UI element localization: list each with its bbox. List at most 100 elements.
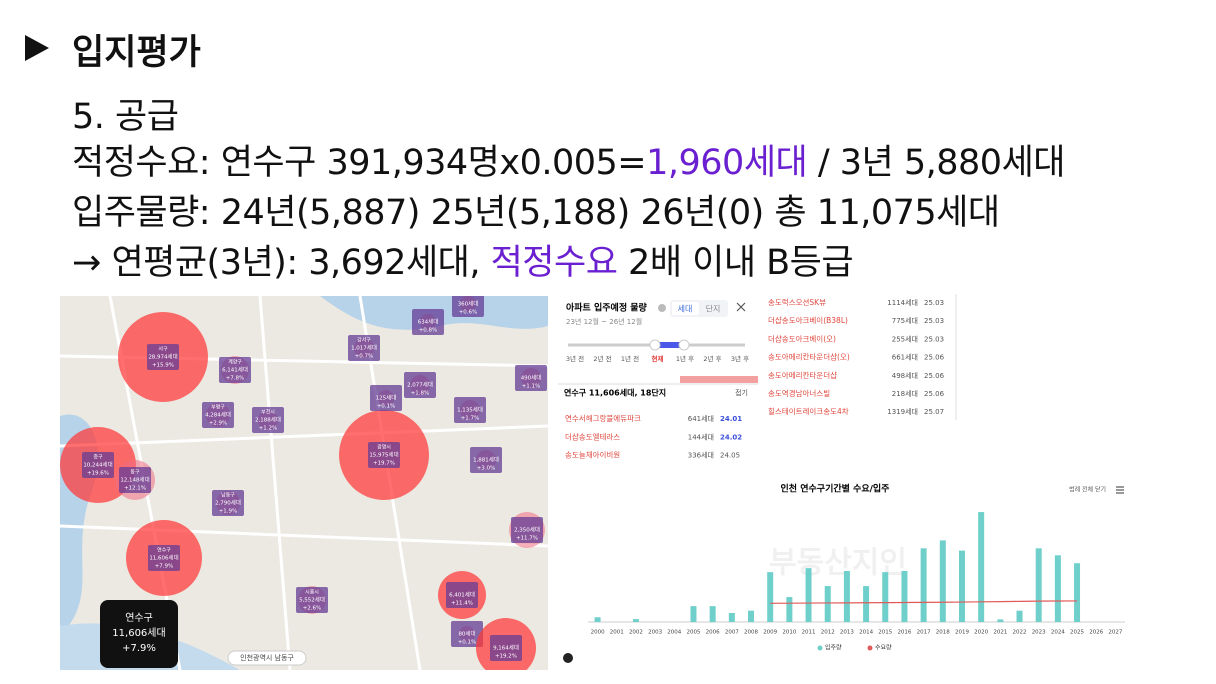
legend-swatch bbox=[817, 645, 823, 651]
x-tick-label: 2026 bbox=[1089, 630, 1103, 636]
bar bbox=[690, 606, 697, 622]
location-label: 인천광역시 남동구 bbox=[240, 653, 294, 662]
bar bbox=[1074, 563, 1081, 622]
row-date: 24.01 bbox=[720, 415, 742, 423]
bar bbox=[748, 610, 755, 622]
bubble-change: +1.9% bbox=[219, 509, 238, 515]
slider-step: 1년 전 bbox=[621, 354, 639, 363]
x-tick-label: 2018 bbox=[936, 630, 950, 636]
toggle-on[interactable] bbox=[672, 302, 699, 315]
slider-handle[interactable] bbox=[678, 339, 690, 351]
text-line: 적정수요: 연수구 391,934명x0.005=1,960세대 / 3년 5,… bbox=[72, 140, 1065, 186]
bar bbox=[805, 568, 812, 622]
bubble-label-bg bbox=[252, 407, 284, 433]
bubble-units: 1,135세대 bbox=[457, 406, 483, 414]
row-date: 25.07 bbox=[924, 408, 944, 416]
bubble-units: 125세대 bbox=[376, 394, 397, 402]
close-button[interactable] bbox=[736, 302, 746, 312]
bubble-label-bg bbox=[490, 635, 522, 661]
bubble-name: 중구 bbox=[93, 455, 103, 461]
bubble-units: 1,017세대 bbox=[351, 344, 377, 352]
bubble-units: 360세대 bbox=[458, 300, 479, 308]
map-strip bbox=[680, 376, 758, 383]
slider-step: 2년 전 bbox=[593, 354, 611, 363]
bubble-name: 동구 bbox=[130, 470, 140, 476]
bubble-units: 6,141세대 bbox=[222, 366, 248, 374]
x-tick-label: 2014 bbox=[859, 630, 873, 636]
bar bbox=[824, 586, 831, 622]
slider-step: 3년 전 bbox=[566, 354, 584, 363]
x-tick-label: 2024 bbox=[1051, 630, 1065, 636]
bubble-change: +0.6% bbox=[459, 310, 478, 316]
bubble-units: 6,401세대 bbox=[449, 591, 475, 599]
bubble-change: +0.1% bbox=[458, 640, 477, 646]
slider-step: 1년 후 bbox=[676, 354, 694, 363]
bubble-label-bg bbox=[454, 397, 486, 423]
bubble-units: 5,552세대 bbox=[299, 596, 325, 604]
row-name: 더샵송도엘테라스 bbox=[565, 431, 620, 441]
bubble-units: 80세대 bbox=[458, 630, 475, 638]
bubble-name: 광명시 bbox=[377, 444, 391, 451]
x-tick-label: 2019 bbox=[955, 630, 969, 636]
x-tick-label: 2023 bbox=[1032, 630, 1046, 636]
section-title: 연수구 11,606세대, 18단지 bbox=[564, 388, 666, 398]
bar bbox=[594, 617, 601, 622]
bubble-units: 11,606세대 bbox=[149, 554, 178, 562]
bubble-units: 634세대 bbox=[418, 318, 439, 326]
collapse-button[interactable]: 접기 bbox=[735, 388, 748, 397]
bubble-units: 9,164세대 bbox=[493, 644, 519, 652]
row-name: 더샵송도아크베이(오) bbox=[768, 333, 836, 343]
logo-icon bbox=[563, 653, 573, 663]
text: 적정수요: 연수구 391,934명x0.005= bbox=[72, 143, 647, 183]
row-date: 24.05 bbox=[720, 452, 740, 460]
legend-label: 수요량 bbox=[875, 645, 892, 652]
menu-icon[interactable] bbox=[1116, 486, 1124, 494]
toggle-option[interactable]: 단지 bbox=[706, 304, 721, 314]
bar bbox=[939, 540, 946, 622]
row-name: 송도역경남아너스빌 bbox=[768, 388, 830, 398]
legend-swatch bbox=[867, 645, 873, 651]
text-line: 5. 공급 bbox=[72, 97, 179, 137]
row-name: 더샵송도아크베이(B38L) bbox=[768, 315, 848, 325]
legend-label: 입주량 bbox=[825, 644, 842, 652]
bubble-label-bg bbox=[511, 517, 543, 543]
x-tick-label: 2015 bbox=[878, 630, 892, 636]
slider-handle[interactable] bbox=[649, 339, 661, 351]
bubble-change: +1.8% bbox=[411, 391, 430, 397]
row-units: 336세대 bbox=[688, 451, 714, 460]
bar bbox=[767, 572, 774, 622]
row-name: 송도아메리칸타운더샵 bbox=[768, 370, 837, 380]
bubble-change: +2.6% bbox=[303, 606, 322, 612]
bubble-change: +11.7% bbox=[516, 536, 538, 542]
panel-bg bbox=[762, 294, 958, 420]
row-units: 641세대 bbox=[688, 414, 714, 423]
bubble-label-bg bbox=[451, 621, 483, 647]
x-tick-label: 2013 bbox=[840, 630, 854, 636]
bubble-units: 2,077세대 bbox=[407, 381, 433, 389]
bubble-change: +1.7% bbox=[461, 416, 480, 422]
bubble-change: +2.9% bbox=[209, 421, 228, 427]
list-panel-more: 송도럭스오션SK뷰 1114세대 25.03 더샵송도아크베이(B38L) 775세대 2… bbox=[762, 294, 958, 420]
legend-button[interactable]: 범례 전체 닫기 bbox=[1069, 486, 1106, 494]
row-units: 498세대 bbox=[892, 371, 918, 380]
bubble-label-bg bbox=[148, 545, 180, 571]
bubble-label-bg bbox=[119, 467, 151, 493]
bar bbox=[632, 619, 639, 622]
row-units: 1319세대 bbox=[887, 407, 918, 416]
bubble-units: 2,350세대 bbox=[514, 526, 540, 534]
bubble-name: 강서구 bbox=[357, 337, 371, 344]
bubble-label-bg bbox=[147, 344, 179, 370]
chart-title: 인천 연수구기간별 수요/입주 bbox=[781, 483, 890, 495]
row-date: 25.06 bbox=[924, 372, 945, 380]
x-tick-label: 2007 bbox=[725, 630, 739, 636]
row-name: 힐스테이트레이크송도4차 bbox=[768, 406, 849, 416]
period: 23년 12월 ~ 26년 12월 bbox=[566, 317, 642, 326]
bubble-units: 2,790세대 bbox=[215, 499, 241, 507]
bubble-units: 28,974세대 bbox=[148, 353, 177, 361]
x-tick-label: 2009 bbox=[763, 630, 777, 636]
slider-step: 현재 bbox=[652, 354, 664, 363]
x-tick-label: 2000 bbox=[591, 630, 605, 636]
bar bbox=[901, 571, 908, 622]
x-tick-label: 2021 bbox=[993, 630, 1007, 636]
toggle-option[interactable]: 세대 bbox=[678, 305, 693, 314]
